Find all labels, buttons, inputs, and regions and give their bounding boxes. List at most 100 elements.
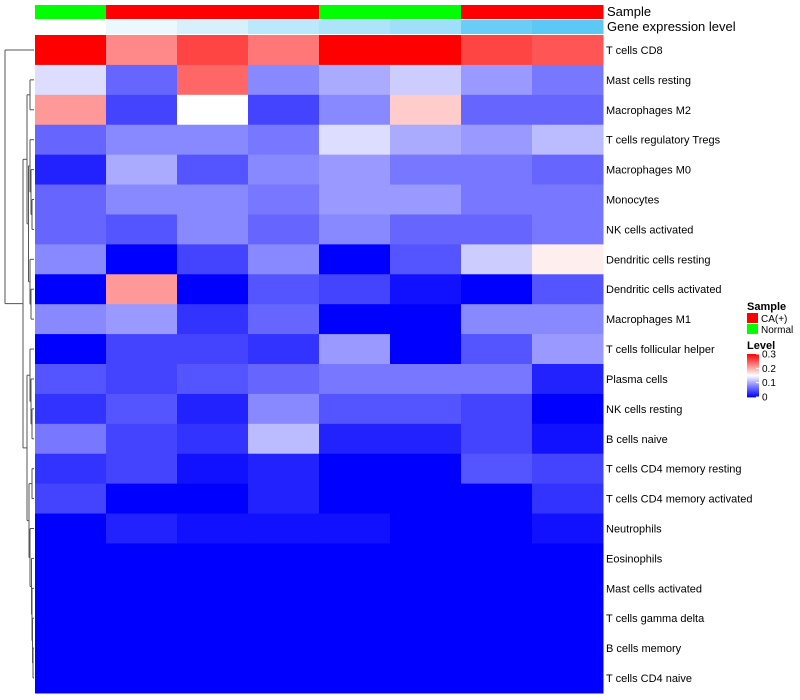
colorbar-step [747, 371, 759, 373]
heatmap-cell [390, 124, 462, 156]
heatmap-cell [319, 244, 391, 275]
heatmap-cell [177, 453, 249, 485]
heatmap-cell [177, 94, 249, 126]
heatmap-cell [532, 633, 604, 664]
heatmap-cell [319, 334, 391, 365]
colorbar-step [747, 376, 759, 379]
colorbar-step [747, 361, 759, 363]
heatmap-cell [35, 304, 107, 335]
heatmap-cell [248, 603, 320, 634]
heatmap-cell [319, 94, 391, 126]
heatmap-cell [532, 334, 604, 365]
heatmap-cell [319, 214, 391, 245]
heatmap-cell [532, 274, 604, 305]
sample-annotation-cell [390, 5, 462, 19]
colorbar-step [747, 388, 759, 390]
sample-annotation-cell [248, 5, 320, 19]
colorbar-step [747, 390, 759, 393]
heatmap-cell [248, 573, 320, 604]
heatmap-cell [35, 364, 107, 395]
heatmap-cell [248, 633, 320, 664]
heatmap-cell [106, 184, 178, 215]
heatmap-cell [248, 244, 320, 275]
heatmap-cell [35, 483, 107, 515]
heatmap-cell [461, 663, 533, 694]
expression-annotation-cell [177, 20, 249, 34]
heatmap-cell [390, 453, 462, 485]
colorbar-tick-label: 0.3 [762, 350, 776, 361]
heatmap-cell [248, 274, 320, 305]
colorbar-step [747, 379, 759, 382]
heatmap-cell [177, 214, 249, 245]
heatmap-cell [532, 214, 604, 245]
colorbar-tick-label: 0.1 [762, 378, 776, 389]
sample-annotation-cell [461, 5, 533, 19]
heatmap-cell [532, 393, 604, 425]
colorbar-step [747, 393, 759, 396]
heatmap-cells [35, 35, 604, 694]
row-label: B cells naive [606, 434, 668, 446]
colorbar-tick-label: 0.2 [762, 364, 776, 375]
heatmap-cell [248, 543, 320, 574]
colorbar-step [747, 355, 759, 357]
heatmap-cell [532, 513, 604, 544]
heatmap-cell [106, 543, 178, 574]
heatmap-cell [461, 244, 533, 275]
heatmap-cell [461, 483, 533, 515]
row-label: Macrophages M2 [606, 105, 691, 117]
colorbar-step [747, 384, 759, 386]
heatmap-cell [390, 274, 462, 305]
heatmap-cell [390, 35, 462, 66]
heatmap-cell [461, 304, 533, 335]
expression-annotation-label: Gene expression level [607, 19, 736, 34]
heatmap-cell [106, 154, 178, 186]
heatmap-cell [461, 35, 533, 66]
heatmap-cell [532, 304, 604, 335]
heatmap-cell [35, 214, 107, 245]
expression-annotation-cell [532, 20, 604, 34]
row-label: Neutrophils [606, 524, 662, 536]
colorbar-step [747, 378, 759, 381]
row-label: Dendritic cells activated [606, 284, 722, 296]
heatmap-cell [177, 274, 249, 305]
heatmap-cell [177, 663, 249, 694]
heatmap-cell [248, 304, 320, 335]
colorbar-step [747, 377, 759, 380]
heatmap-cell [319, 124, 391, 156]
row-label: Mast cells activated [606, 583, 702, 595]
row-label: NK cells resting [606, 404, 682, 416]
heatmap-cell [532, 64, 604, 96]
heatmap-cell [248, 94, 320, 126]
heatmap-cell [319, 423, 391, 455]
heatmap-cell [319, 663, 391, 694]
colorbar-step [747, 367, 759, 370]
heatmap-cell [248, 64, 320, 96]
heatmap-cell [177, 184, 249, 215]
colorbar-step [747, 364, 759, 367]
expression-annotation-cell [319, 20, 391, 34]
colorbar-step [747, 369, 759, 371]
heatmap-cell [177, 573, 249, 604]
heatmap-cell [106, 124, 178, 156]
heatmap-cell [532, 364, 604, 395]
heatmap-cell [106, 603, 178, 634]
row-label: Macrophages M1 [606, 314, 691, 326]
colorbar-step [747, 373, 759, 375]
heatmap-cell [248, 483, 320, 515]
heatmap-cell [248, 334, 320, 365]
heatmap-cell [35, 603, 107, 634]
heatmap-cell [461, 184, 533, 215]
row-label: Mast cells resting [606, 75, 691, 87]
heatmap-cell [319, 603, 391, 634]
heatmap-cell [248, 364, 320, 395]
heatmap-cell [106, 513, 178, 544]
heatmap-cell [461, 94, 533, 126]
heatmap-cell [319, 154, 391, 186]
heatmap-cell [319, 274, 391, 305]
heatmap-cell [35, 334, 107, 365]
heatmap-cell [319, 35, 391, 66]
heatmap-cell [248, 184, 320, 215]
heatmap-cell [177, 513, 249, 544]
row-label: T cells CD4 naive [606, 673, 692, 685]
heatmap-cell [461, 603, 533, 634]
